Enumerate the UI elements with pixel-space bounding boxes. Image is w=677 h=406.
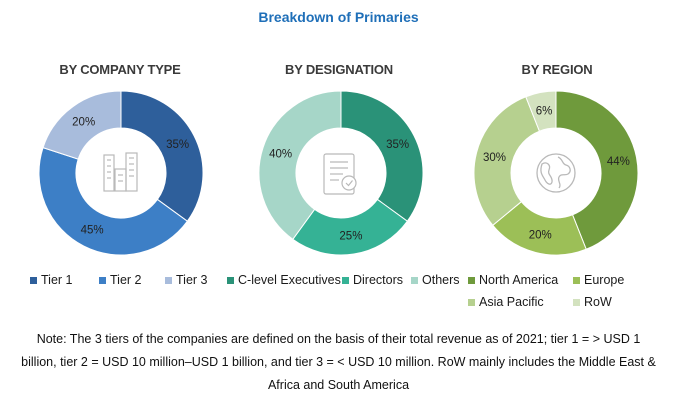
slice-value-label: 20%	[72, 117, 95, 129]
legend-swatch	[342, 276, 349, 284]
legend-swatch	[468, 298, 475, 306]
legend-swatch	[468, 276, 475, 284]
slice-value-label: 40%	[269, 148, 292, 160]
legend-item-north-america: North America	[468, 273, 558, 287]
footnote-line: Note: The 3 tiers of the companies are d…	[36, 332, 641, 346]
legend-item-tier-2: Tier 2	[99, 273, 142, 287]
legend-label: Directors	[353, 273, 404, 287]
donut-slice-row	[525, 90, 557, 132]
legend-swatch	[411, 276, 418, 284]
legend-swatch	[573, 276, 580, 284]
legend-swatch	[99, 276, 106, 284]
slice-value-label: 25%	[339, 231, 362, 243]
legend-label: RoW	[584, 295, 612, 309]
slice-value-label: 30%	[483, 152, 506, 164]
legend-label: Tier 1	[41, 273, 73, 287]
chart-title-region: BY REGION	[521, 62, 593, 77]
legend-item-tier-3: Tier 3	[165, 273, 208, 287]
legend-label: C-level Executives	[238, 273, 341, 287]
donut-slice-north-america	[555, 90, 639, 250]
slice-value-label: 35%	[386, 139, 409, 151]
footnote-line: Africa and South America	[267, 378, 410, 392]
chart-title-company-type: BY COMPANY TYPE	[59, 62, 181, 77]
globe-icon	[536, 153, 576, 193]
figure-title: Breakdown of Primaries	[258, 9, 419, 25]
legend-swatch	[165, 276, 172, 284]
slice-value-label: 35%	[166, 139, 189, 151]
donut-slice-others	[258, 90, 342, 241]
donut-slice-tier-2	[38, 147, 189, 256]
legend-label: Others	[422, 273, 460, 287]
legend-item-row: RoW	[573, 295, 612, 309]
legend-item-asia-pacific: Asia Pacific	[468, 295, 544, 309]
legend-swatch	[30, 276, 37, 284]
certificate-icon	[323, 153, 357, 195]
footnote: Note: The 3 tiers of the companies are d…	[0, 328, 677, 397]
legend-item-c-level: C-level Executives	[227, 273, 341, 287]
donut-slice-c-level-executives	[340, 90, 424, 222]
donut-slice-asia-pacific	[473, 96, 541, 226]
slice-value-label: 45%	[81, 225, 104, 237]
legend-label: Europe	[584, 273, 625, 287]
slice-value-label: 20%	[529, 230, 552, 242]
legend-label: Tier 2	[110, 273, 142, 287]
legend-item-tier-1: Tier 1	[30, 273, 73, 287]
legend-item-directors: Directors	[342, 273, 403, 287]
legend-item-others: Others	[411, 273, 460, 287]
donut-slice-directors	[292, 198, 409, 256]
donut-slice-tier-3	[42, 90, 122, 160]
slice-value-label: 6%	[536, 106, 553, 118]
buildings-icon	[103, 152, 138, 192]
legend-item-europe: Europe	[573, 273, 624, 287]
footnote-line: billion, tier 2 = USD 10 million–USD 1 b…	[21, 355, 656, 369]
donut-designation: 35% 25% 40%	[258, 90, 424, 256]
legend-label: North America	[479, 273, 559, 287]
legend-label: Tier 3	[176, 273, 208, 287]
legend-swatch	[227, 276, 234, 284]
donut-slice-tier-1	[120, 90, 204, 222]
legend-swatch	[573, 298, 580, 306]
legend-label: Asia Pacific	[479, 295, 544, 309]
chart-title-designation: BY DESIGNATION	[285, 62, 393, 77]
donut-company-type: 35% 45% 20%	[38, 90, 204, 256]
slice-value-label: 44%	[607, 156, 630, 168]
donut-region: 44% 20% 30% 6%	[473, 90, 639, 256]
